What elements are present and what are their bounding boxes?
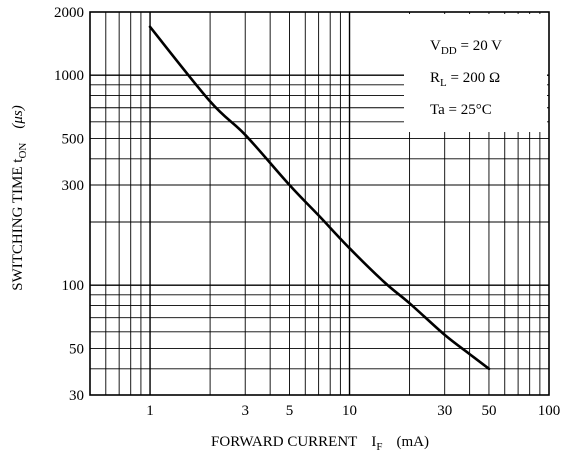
series-group <box>148 25 491 371</box>
y-tick-label: 100 <box>62 278 85 294</box>
y-tick-label: 2000 <box>54 5 84 21</box>
condition-line: Ta = 25°C <box>430 102 492 118</box>
x-tick-label: 30 <box>437 403 452 419</box>
x-tick-label: 5 <box>286 403 294 419</box>
x-tick-label: 50 <box>481 403 496 419</box>
conditions-box <box>404 14 547 132</box>
y-tick-label: 30 <box>69 388 84 404</box>
conditions-legend: VDD = 20 V RL = 200 Ω Ta = 25°C <box>430 38 502 118</box>
x-tick-label: 3 <box>241 403 249 419</box>
y-tick-label: 300 <box>62 178 85 194</box>
y-axis-label: SWITCHING TIME tON(μs) <box>10 105 29 290</box>
y-tick-labels: 30 50 100 300 500 1000 2000 <box>54 5 84 404</box>
y-tick-label: 1000 <box>54 68 84 84</box>
series-line <box>148 25 491 371</box>
x-tick-label: 100 <box>538 403 561 419</box>
condition-line: VDD = 20 V <box>430 38 502 57</box>
y-tick-label: 50 <box>69 341 84 357</box>
y-tick-label: 500 <box>62 131 85 147</box>
x-tick-labels: 1 3 5 10 30 50 100 <box>146 403 560 419</box>
x-axis-label: FORWARD CURRENT IF (mA) <box>211 434 429 453</box>
x-tick-label: 1 <box>146 403 154 419</box>
condition-line: RL = 200 Ω <box>430 70 500 89</box>
plot-frame <box>89 11 550 396</box>
x-tick-label: 10 <box>342 403 357 419</box>
